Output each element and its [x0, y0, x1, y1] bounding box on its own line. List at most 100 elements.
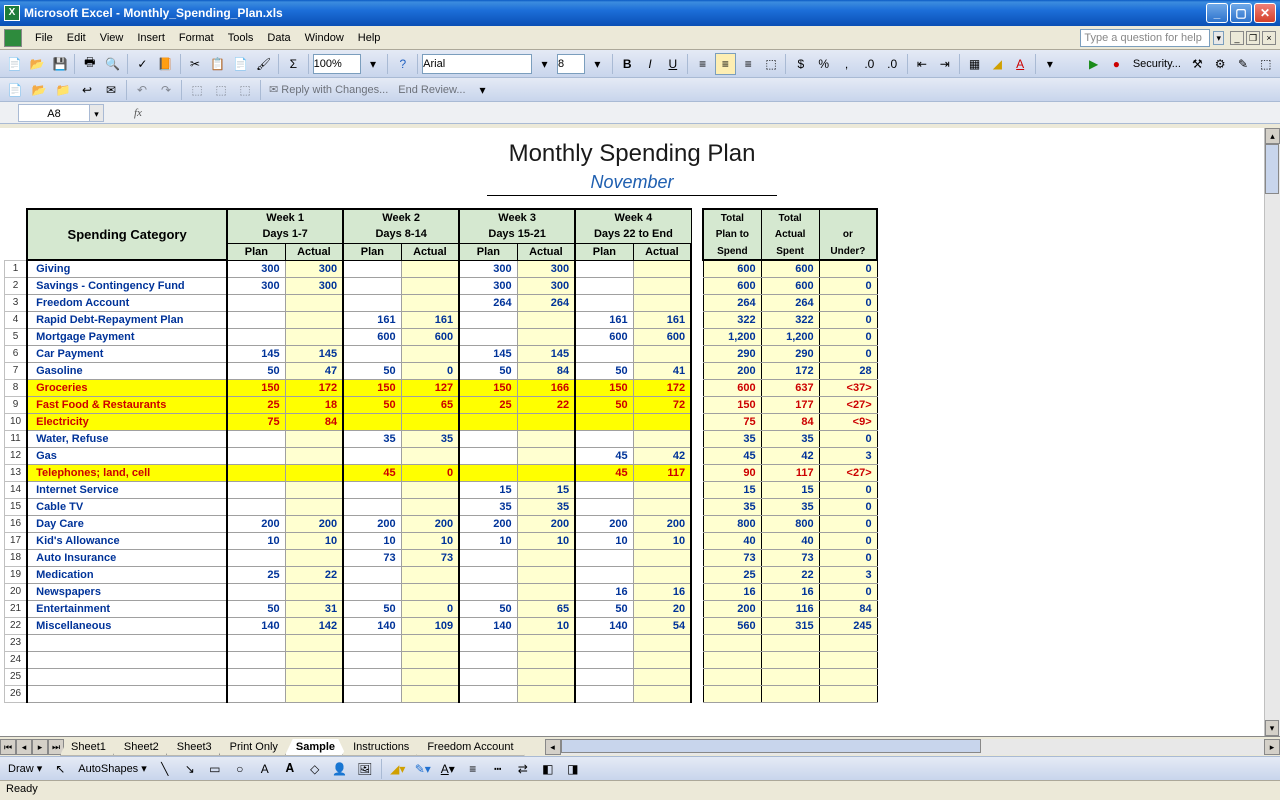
table-row[interactable]: 6Car Payment1451451451452902900: [5, 345, 878, 362]
actual-cell[interactable]: 15: [517, 481, 575, 498]
actual-cell[interactable]: 42: [633, 447, 691, 464]
new-button[interactable]: 📄: [4, 53, 25, 75]
over-under-cell[interactable]: 28: [819, 362, 877, 379]
actual-cell[interactable]: 109: [401, 617, 459, 634]
over-under-cell[interactable]: 0: [819, 294, 877, 311]
total-plan-cell[interactable]: 600: [703, 260, 761, 277]
row-number[interactable]: 25: [5, 668, 28, 685]
total-plan-cell[interactable]: 90: [703, 464, 761, 481]
table-row[interactable]: 19Medication252225223: [5, 566, 878, 583]
plan-cell[interactable]: [459, 668, 517, 685]
plan-cell[interactable]: [343, 345, 401, 362]
total-actual-cell[interactable]: [761, 634, 819, 651]
actual-cell[interactable]: [517, 651, 575, 668]
over-under-cell[interactable]: 84: [819, 600, 877, 617]
plan-cell[interactable]: 600: [343, 328, 401, 345]
over-under-cell[interactable]: [819, 668, 877, 685]
table-row[interactable]: 5Mortgage Payment6006006006001,2001,2000: [5, 328, 878, 345]
actual-cell[interactable]: 0: [401, 362, 459, 379]
actual-cell[interactable]: [633, 566, 691, 583]
total-actual-cell[interactable]: 290: [761, 345, 819, 362]
actual-cell[interactable]: [517, 668, 575, 685]
total-plan-cell[interactable]: 200: [703, 362, 761, 379]
tool1-button[interactable]: ⚙: [1210, 53, 1231, 75]
table-row[interactable]: 26: [5, 685, 878, 702]
actual-cell[interactable]: 10: [517, 617, 575, 634]
row-number[interactable]: 16: [5, 515, 28, 532]
actual-cell[interactable]: [633, 260, 691, 277]
reply-changes-button[interactable]: ✉ Reply with Changes...: [265, 83, 392, 96]
plan-cell[interactable]: [575, 481, 633, 498]
menu-edit[interactable]: Edit: [60, 29, 93, 47]
plan-cell[interactable]: [227, 498, 285, 515]
plan-cell[interactable]: 50: [575, 396, 633, 413]
dash-style-button[interactable]: ┅: [487, 758, 509, 780]
actual-cell[interactable]: 600: [633, 328, 691, 345]
actual-cell[interactable]: [285, 668, 343, 685]
category-cell[interactable]: Miscellaneous: [27, 617, 227, 634]
actual-cell[interactable]: [401, 498, 459, 515]
table-row[interactable]: 14Internet Service151515150: [5, 481, 878, 498]
actual-cell[interactable]: 10: [517, 532, 575, 549]
actual-cell[interactable]: 300: [285, 260, 343, 277]
rev-btn5[interactable]: ✉: [100, 79, 122, 101]
actual-cell[interactable]: 16: [633, 583, 691, 600]
over-under-cell[interactable]: 3: [819, 447, 877, 464]
actual-cell[interactable]: 31: [285, 600, 343, 617]
menu-help[interactable]: Help: [351, 29, 388, 47]
plan-cell[interactable]: [575, 634, 633, 651]
autosum-button[interactable]: Σ: [283, 53, 304, 75]
actual-cell[interactable]: [285, 498, 343, 515]
plan-cell[interactable]: 10: [227, 532, 285, 549]
comma-button[interactable]: ,: [836, 53, 857, 75]
line-color-button[interactable]: ✎▾: [412, 758, 434, 780]
actual-cell[interactable]: [285, 549, 343, 566]
row-number[interactable]: 9: [5, 396, 28, 413]
total-actual-cell[interactable]: 117: [761, 464, 819, 481]
total-actual-cell[interactable]: 600: [761, 260, 819, 277]
plan-cell[interactable]: [575, 668, 633, 685]
category-cell[interactable]: Electricity: [27, 413, 227, 430]
rev-btn2[interactable]: 📂: [28, 79, 50, 101]
plan-cell[interactable]: [343, 634, 401, 651]
over-under-cell[interactable]: 0: [819, 328, 877, 345]
rect-button[interactable]: ▭: [204, 758, 226, 780]
plan-cell[interactable]: [459, 447, 517, 464]
sheet-tab-sheet2[interactable]: Sheet2: [113, 739, 170, 756]
spending-table[interactable]: Spending CategoryWeek 1Week 2Week 3Week …: [4, 208, 878, 703]
actual-cell[interactable]: 47: [285, 362, 343, 379]
menu-view[interactable]: View: [93, 29, 131, 47]
horizontal-scrollbar[interactable]: ◂ ▸: [545, 739, 1280, 755]
actual-cell[interactable]: [517, 634, 575, 651]
actual-cell[interactable]: [633, 668, 691, 685]
plan-cell[interactable]: [459, 430, 517, 447]
over-under-cell[interactable]: 0: [819, 481, 877, 498]
row-number[interactable]: 10: [5, 413, 28, 430]
hscroll-thumb[interactable]: [561, 739, 981, 753]
actual-cell[interactable]: 22: [517, 396, 575, 413]
inc-indent-button[interactable]: ⇥: [934, 53, 955, 75]
table-row[interactable]: 12Gas454245423: [5, 447, 878, 464]
actual-cell[interactable]: 72: [633, 396, 691, 413]
plan-cell[interactable]: [575, 498, 633, 515]
plan-cell[interactable]: 200: [227, 515, 285, 532]
actual-cell[interactable]: [401, 260, 459, 277]
total-plan-cell[interactable]: 200: [703, 600, 761, 617]
category-cell[interactable]: Water, Refuse: [27, 430, 227, 447]
table-row[interactable]: 13Telephones; land, cell4504511790117<27…: [5, 464, 878, 481]
scroll-down-button[interactable]: ▾: [1265, 720, 1279, 736]
shadow-button[interactable]: ◧: [537, 758, 559, 780]
plan-cell[interactable]: [227, 685, 285, 702]
hscroll-right-button[interactable]: ▸: [1264, 739, 1280, 755]
plan-cell[interactable]: [575, 651, 633, 668]
plan-cell[interactable]: [459, 413, 517, 430]
total-plan-cell[interactable]: 800: [703, 515, 761, 532]
plan-cell[interactable]: [343, 481, 401, 498]
plan-cell[interactable]: [459, 311, 517, 328]
menu-format[interactable]: Format: [172, 29, 221, 47]
total-actual-cell[interactable]: 172: [761, 362, 819, 379]
category-cell[interactable]: Medication: [27, 566, 227, 583]
plan-cell[interactable]: 50: [459, 600, 517, 617]
actual-cell[interactable]: [633, 549, 691, 566]
actual-cell[interactable]: [401, 413, 459, 430]
